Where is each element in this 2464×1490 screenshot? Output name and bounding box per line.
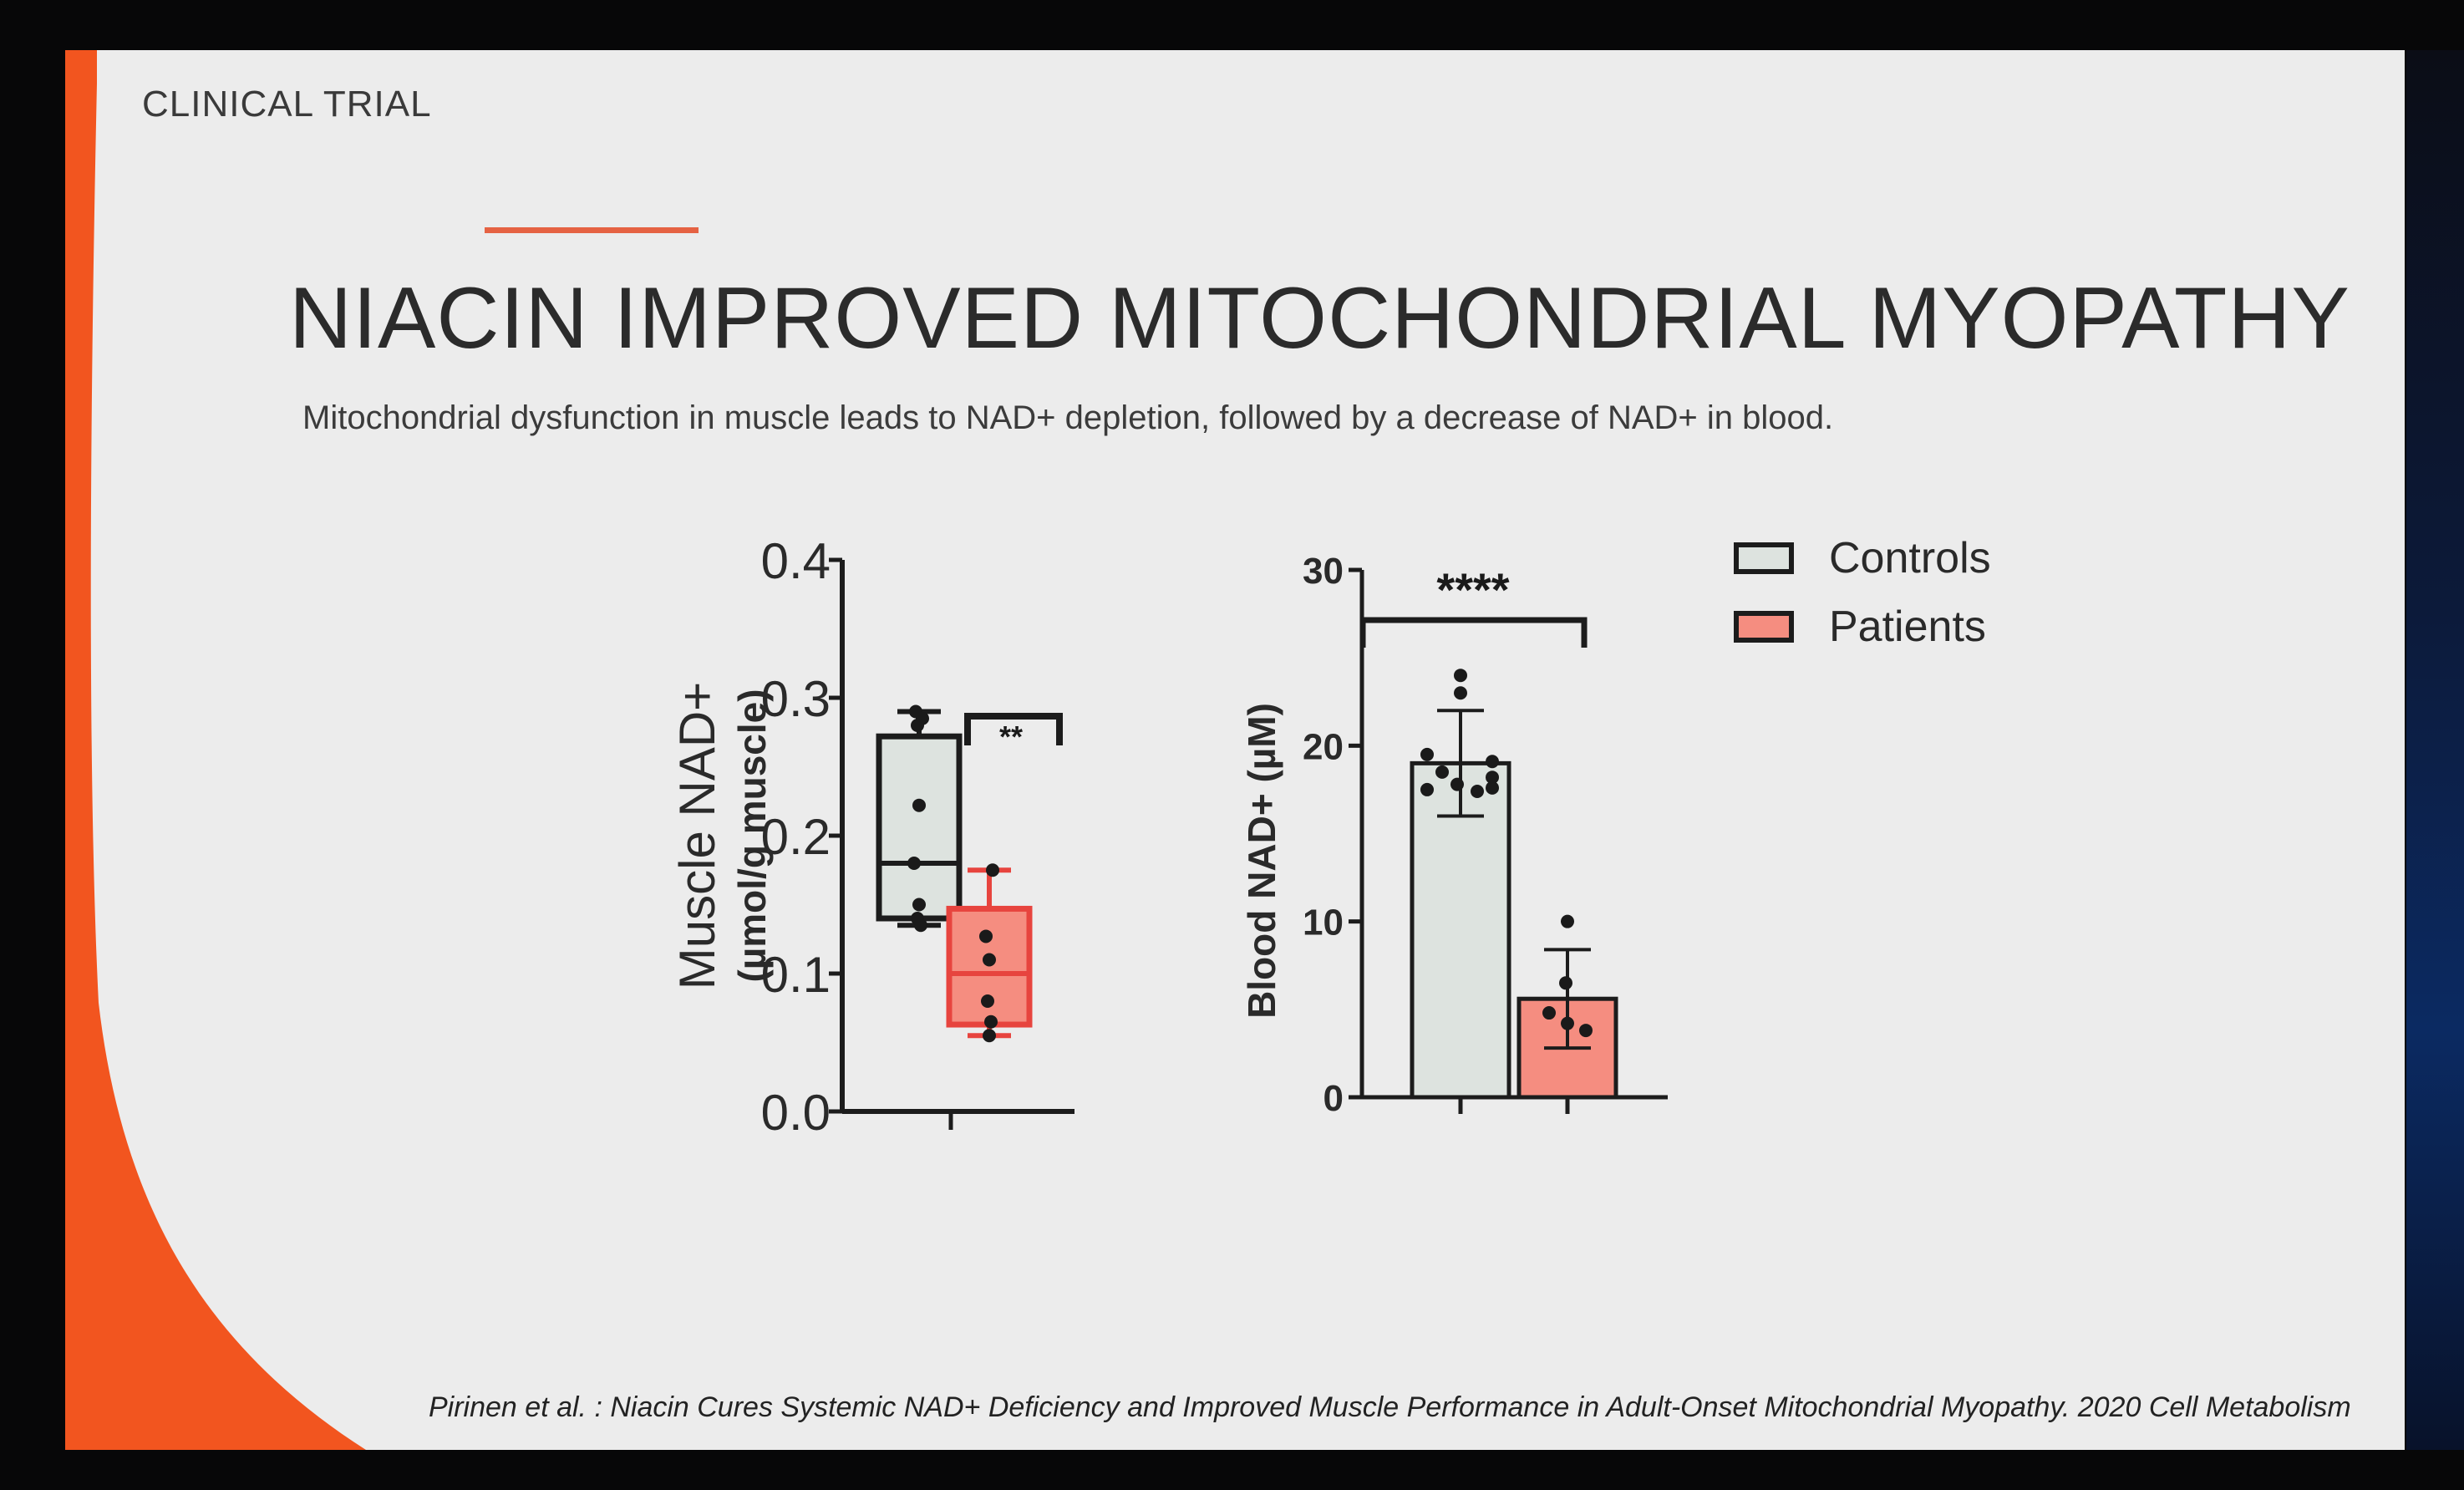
- data-point: [1435, 765, 1449, 779]
- significance-bracket: [1359, 617, 1588, 648]
- data-point: [981, 994, 994, 1008]
- legend-item-controls: Controls: [1734, 524, 1991, 592]
- y-tick-label: 0.4: [761, 533, 831, 589]
- data-point: [979, 929, 993, 943]
- data-point: [1542, 1006, 1556, 1020]
- significance-label: **: [999, 720, 1023, 754]
- significance-bracket: [964, 713, 1063, 745]
- data-point: [1486, 770, 1499, 785]
- y-tick-label: 20: [1303, 726, 1344, 767]
- orange-accent-shape: [65, 50, 366, 1450]
- y-tick-label: 0.2: [761, 809, 831, 865]
- significance-label: ****: [1436, 563, 1509, 616]
- data-point: [1561, 914, 1574, 928]
- patients-swatch: [1734, 611, 1794, 643]
- citation: Pirinen et al. : Niacin Cures Systemic N…: [429, 1391, 2351, 1423]
- data-point: [984, 1015, 998, 1029]
- data-point: [914, 918, 927, 933]
- data-point: [912, 898, 926, 912]
- legend-item-patients: Patients: [1734, 592, 1991, 661]
- data-point: [1420, 747, 1434, 761]
- data-point: [983, 1029, 996, 1043]
- charts-canvas: 0.0 0.1 0.2 0.3 0.4 Muscle NAD+ (µmol/g muscle…: [669, 533, 1668, 1141]
- data-point: [1450, 777, 1464, 791]
- bar-controls: [1410, 760, 1511, 1100]
- y-tick-label: 0.0: [761, 1085, 831, 1141]
- background-edge: [2406, 50, 2464, 1450]
- data-point: [986, 863, 999, 877]
- data-point: [912, 798, 926, 812]
- data-point: [911, 719, 924, 732]
- data-point: [907, 857, 921, 870]
- slide: CLINICAL TRIAL NIACIN IMPROVED MITOCHOND…: [65, 50, 2405, 1450]
- data-point: [1420, 782, 1434, 796]
- controls-swatch: [1734, 542, 1794, 574]
- section-label: CLINICAL TRIAL: [142, 84, 432, 125]
- data-point: [983, 953, 996, 967]
- y-axis-label: Muscle NAD+: [669, 682, 725, 989]
- data-point: [1579, 1024, 1593, 1038]
- y-tick-label: 0.1: [761, 947, 831, 1003]
- data-point: [1454, 686, 1467, 700]
- title-divider: [485, 227, 699, 233]
- data-point: [1559, 976, 1572, 990]
- legend-label: Patients: [1829, 603, 1986, 651]
- legend: Controls Patients: [1734, 524, 1991, 661]
- data-point: [1486, 781, 1499, 795]
- y-tick-label: 10: [1303, 903, 1344, 943]
- data-point: [1454, 669, 1467, 683]
- data-point: [1561, 1016, 1574, 1030]
- data-point: [1471, 785, 1484, 799]
- legend-label: Controls: [1829, 534, 1991, 582]
- y-tick-label: 0: [1323, 1078, 1344, 1119]
- data-point: [1486, 755, 1499, 769]
- box-controls: [876, 733, 963, 922]
- slide-subtitle: Mitochondrial dysfunction in muscle lead…: [302, 399, 1834, 436]
- y-tick-label: 0.3: [761, 671, 831, 727]
- slide-title: NIACIN IMPROVED MITOCHONDRIAL MYOPATHY: [289, 270, 2350, 367]
- y-axis-label: (µmol/g muscle): [730, 689, 774, 982]
- y-tick-label: 30: [1303, 551, 1344, 592]
- y-axis-label: Blood NAD+ (µM): [1240, 703, 1283, 1019]
